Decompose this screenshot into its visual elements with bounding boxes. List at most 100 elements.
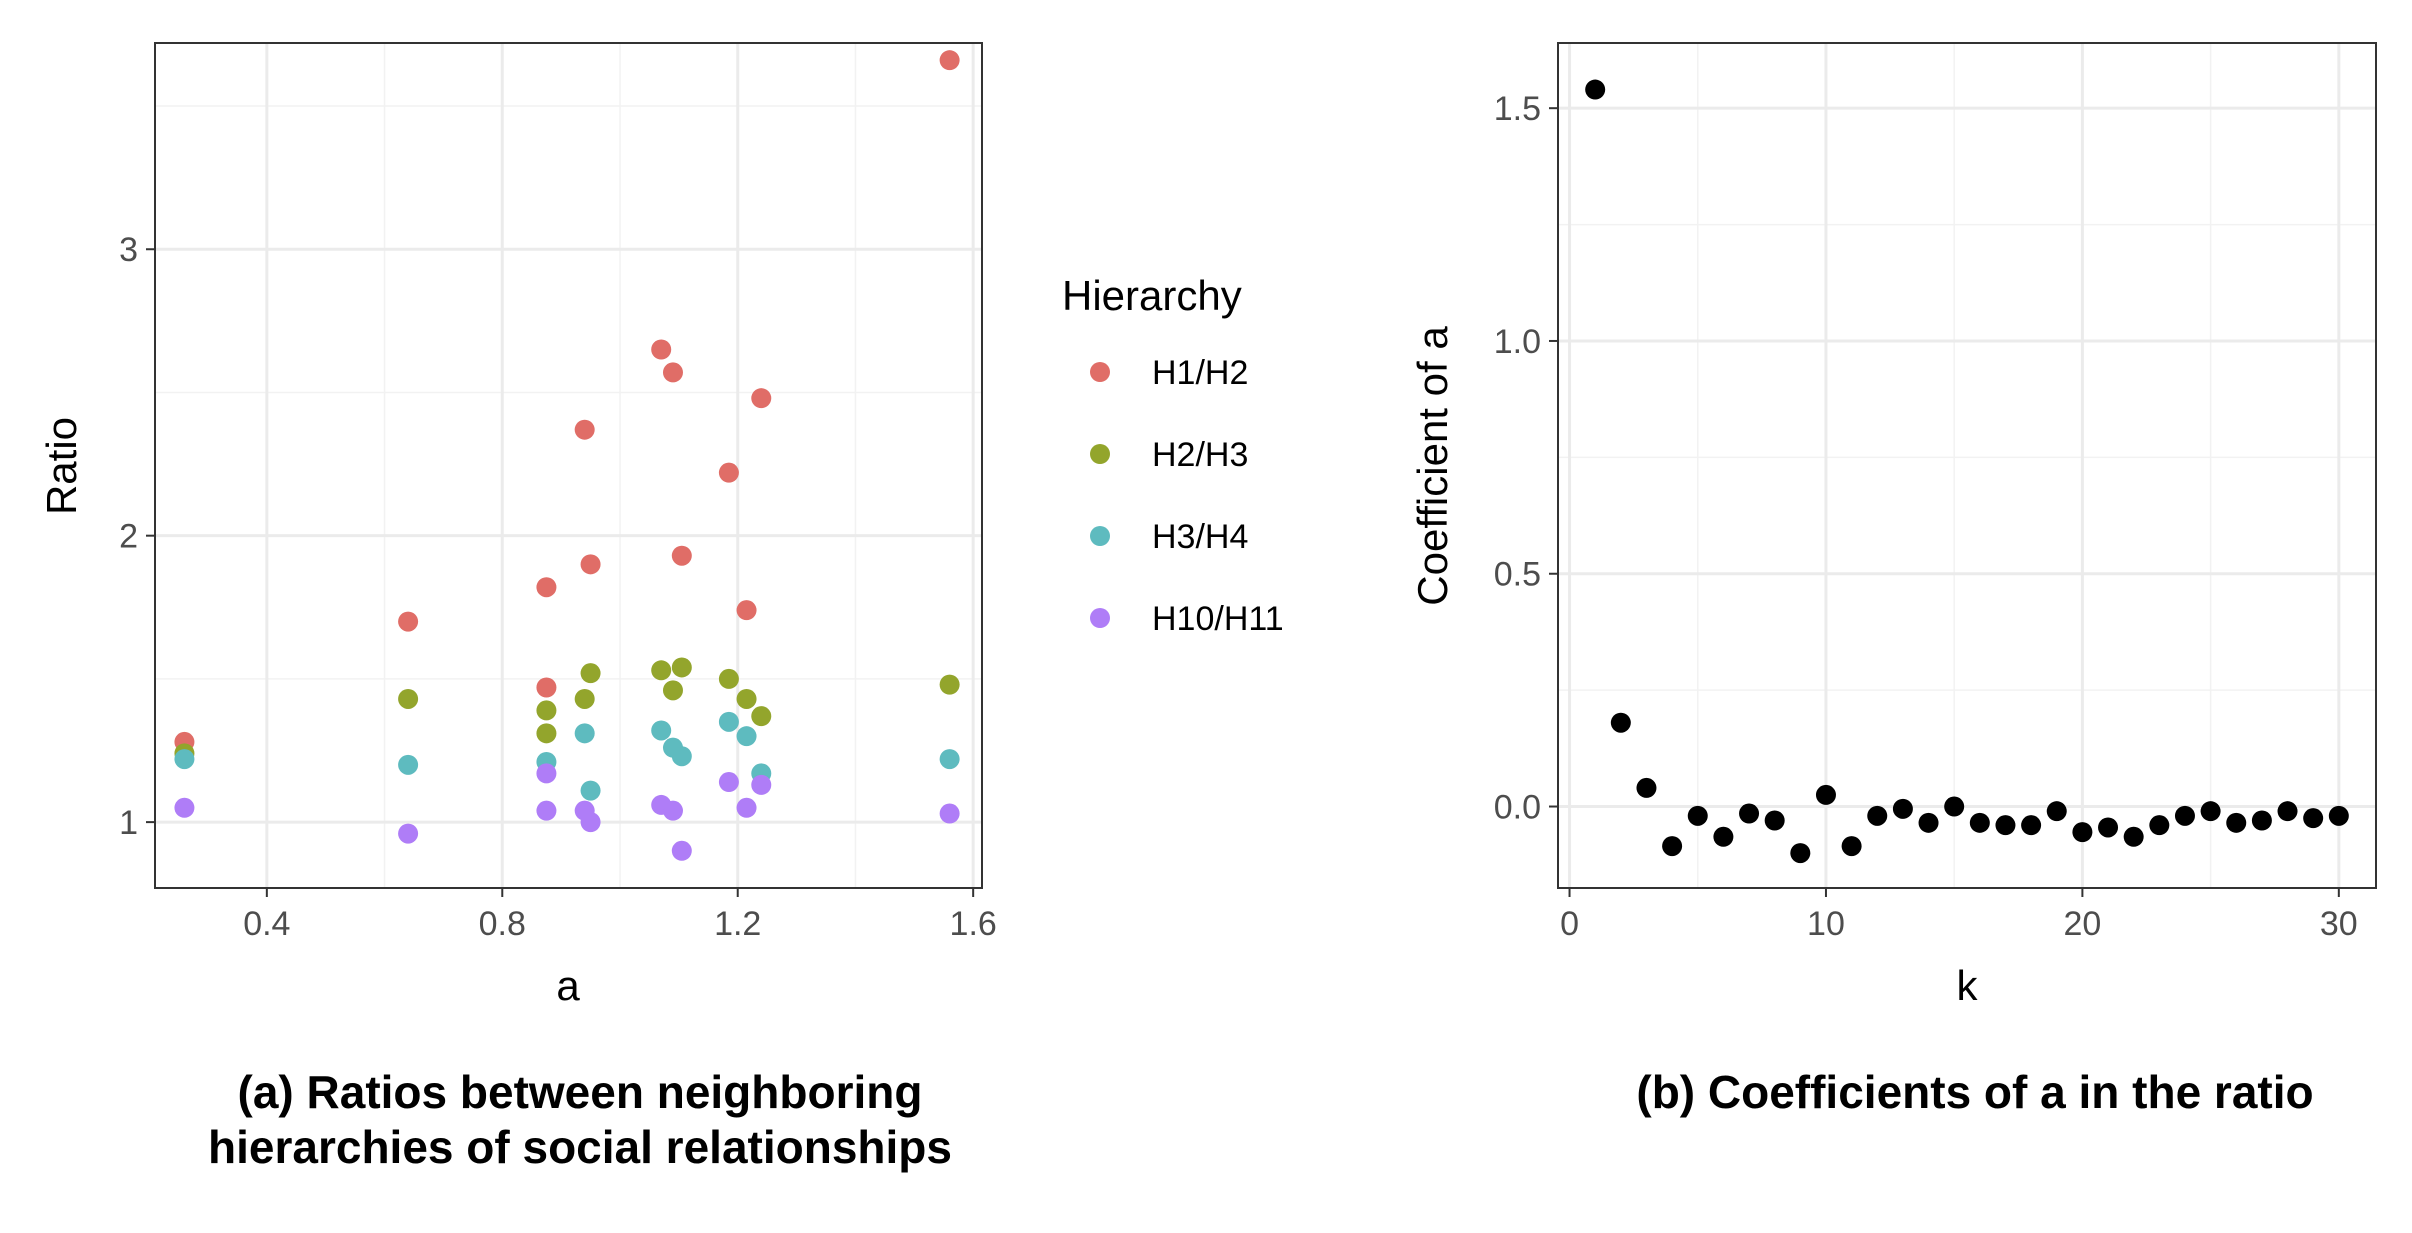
panel-b-y-tick-label: 0.0 — [1494, 789, 1541, 827]
point-k-24 — [2174, 805, 2195, 826]
point-h3-h4 — [580, 780, 601, 801]
point-h2-h3 — [536, 723, 557, 744]
point-h1-h2 — [574, 419, 595, 440]
legend-label-h10-h11: H10/H11 — [1152, 600, 1284, 638]
panel-b-y-tick-label: 0.5 — [1494, 556, 1541, 594]
point-h3-h4 — [671, 746, 692, 767]
point-h1-h2 — [736, 600, 757, 621]
point-k-1 — [1585, 79, 1606, 100]
point-h1-h2 — [718, 462, 739, 483]
point-k-3 — [1636, 777, 1657, 798]
point-k-11 — [1841, 836, 1862, 857]
point-h2-h3 — [574, 688, 595, 709]
point-k-8 — [1764, 810, 1785, 831]
panel-a: 0.4 0.8 1.2 1.6 1 2 3 a Ratio — [38, 42, 997, 1009]
point-h10-h11 — [662, 800, 683, 821]
panel-b: 0 10 20 30 0.0 0.5 1.0 1.5 k Coefficient of a — [1409, 42, 2377, 1009]
legend-key-h10-h11 — [1090, 608, 1110, 628]
point-k-30 — [2328, 805, 2349, 826]
point-h2-h3 — [736, 688, 757, 709]
legend: Hierarchy H1/H2 H2/H3 H3/H4 H10/H11 — [1062, 272, 1284, 638]
point-h1-h2 — [536, 577, 557, 598]
panel-a-y-axis-title: Ratio — [38, 417, 85, 515]
legend-items: H1/H2 H2/H3 H3/H4 H10/H11 — [1090, 354, 1284, 638]
panel-a-points — [174, 50, 960, 861]
point-h10-h11 — [736, 797, 757, 818]
point-k-5 — [1687, 805, 1708, 826]
panel-a-x-tick-label: 1.6 — [950, 905, 997, 943]
point-k-17 — [1995, 815, 2016, 836]
point-k-20 — [2072, 822, 2093, 843]
point-h10-h11 — [751, 774, 772, 795]
panel-a-x-tick-label: 0.4 — [243, 905, 290, 943]
point-h2-h3 — [398, 688, 419, 709]
point-h10-h11 — [671, 840, 692, 861]
point-h2-h3 — [536, 700, 557, 721]
panel-b-x-tick-label: 10 — [1807, 905, 1845, 943]
point-k-19 — [2046, 801, 2067, 822]
point-k-10 — [1815, 784, 1836, 805]
point-h10-h11 — [718, 772, 739, 793]
panel-b-gridlines — [1558, 43, 2376, 888]
panel-b-x-tick-label: 0 — [1560, 905, 1579, 943]
legend-key-h2-h3 — [1090, 444, 1110, 464]
panel-b-ticks: 0 10 20 30 0.0 0.5 1.0 1.5 — [1494, 90, 2358, 943]
panel-b-y-tick-label: 1.5 — [1494, 90, 1541, 128]
point-k-25 — [2200, 801, 2221, 822]
point-h3-h4 — [574, 723, 595, 744]
panel-a-plot-background — [155, 43, 982, 888]
legend-key-h1-h2 — [1090, 362, 1110, 382]
legend-label-h1-h2: H1/H2 — [1152, 354, 1248, 392]
panel-a-gridlines — [155, 43, 982, 888]
point-h1-h2 — [651, 339, 672, 360]
point-k-13 — [1892, 798, 1913, 819]
panel-a-y-tick-label: 3 — [119, 231, 138, 269]
panel-b-plot-background — [1558, 43, 2376, 888]
point-k-23 — [2149, 815, 2170, 836]
point-h1-h2 — [751, 388, 772, 409]
point-k-28 — [2277, 801, 2298, 822]
point-h3-h4 — [736, 726, 757, 747]
point-k-22 — [2123, 826, 2144, 847]
point-h10-h11 — [398, 823, 419, 844]
panel-b-border — [1557, 42, 2377, 889]
point-h3-h4 — [174, 749, 195, 770]
panel-a-x-tick-label: 0.8 — [479, 905, 526, 943]
point-h1-h2 — [580, 554, 601, 575]
point-k-14 — [1918, 812, 1939, 833]
point-h1-h2 — [398, 611, 419, 632]
point-h1-h2 — [671, 545, 692, 566]
panel-b-x-tick-label: 20 — [2063, 905, 2101, 943]
point-h2-h3 — [751, 706, 772, 727]
panel-b-points — [1585, 79, 2349, 864]
point-h10-h11 — [174, 797, 195, 818]
panel-b-x-axis-title: k — [1957, 962, 1979, 1009]
point-k-16 — [1969, 812, 1990, 833]
point-h3-h4 — [939, 749, 960, 770]
point-h1-h2 — [662, 362, 683, 383]
point-h10-h11 — [939, 803, 960, 824]
panel-a-border — [154, 42, 983, 889]
point-h10-h11 — [536, 800, 557, 821]
point-h2-h3 — [662, 680, 683, 701]
panel-b-caption: (b) Coefficients of a in the ratio — [1636, 1066, 2314, 1118]
panel-a-caption-line2: hierarchies of social relationships — [208, 1121, 952, 1174]
panel-a-caption: (a) Ratios between neighboring hierarchi… — [80, 1065, 1080, 1175]
point-k-15 — [1944, 796, 1965, 817]
panel-a-x-tick-label: 1.2 — [714, 905, 761, 943]
point-k-27 — [2251, 810, 2272, 831]
point-k-12 — [1867, 805, 1888, 826]
legend-label-h3-h4: H3/H4 — [1152, 518, 1248, 556]
point-h2-h3 — [939, 674, 960, 695]
panel-b-y-axis-title: Coefficient of a — [1409, 326, 1456, 606]
panel-a-y-tick-label: 2 — [119, 518, 138, 556]
point-h2-h3 — [651, 660, 672, 681]
panel-b-x-tick-label: 30 — [2320, 905, 2358, 943]
point-k-26 — [2226, 812, 2247, 833]
legend-title: Hierarchy — [1062, 272, 1242, 319]
panel-b-y-tick-label: 1.0 — [1494, 323, 1541, 361]
point-h10-h11 — [536, 763, 557, 784]
point-h3-h4 — [718, 711, 739, 732]
point-k-9 — [1790, 843, 1811, 864]
point-h1-h2 — [536, 677, 557, 698]
